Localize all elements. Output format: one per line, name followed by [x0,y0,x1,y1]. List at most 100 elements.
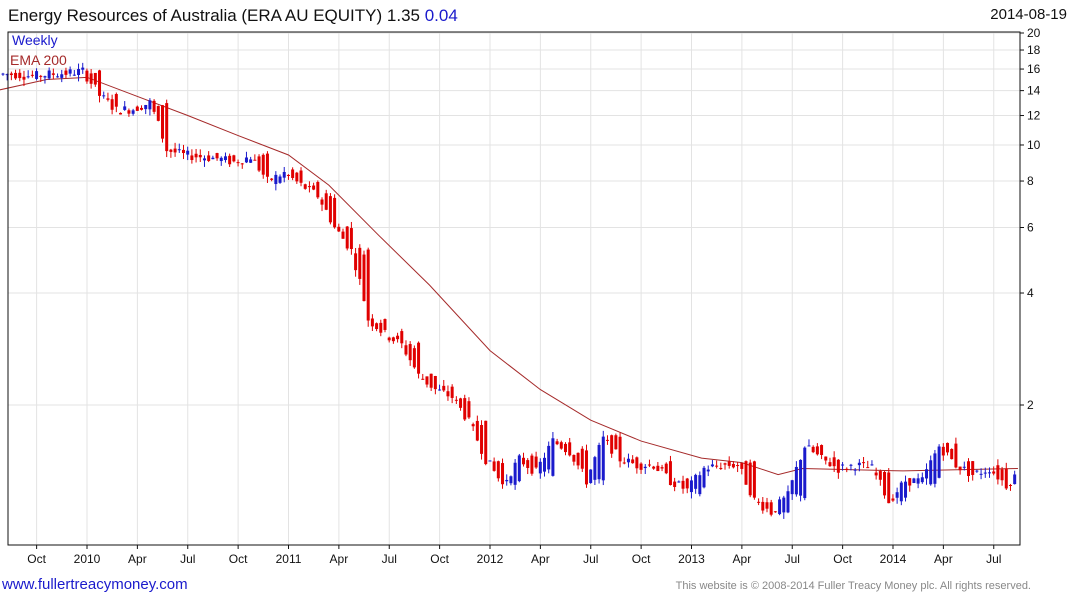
x-tick-label: Apr [733,552,752,566]
x-tick-label: Jul [180,552,195,566]
candle-body [639,463,643,470]
candle-body [93,72,97,85]
candle-body [761,501,765,511]
candle-body [626,458,630,463]
y-tick-label: 8 [1027,174,1034,188]
candle-body [677,481,681,483]
candle-body [404,345,408,355]
candle-body [114,94,118,107]
website-link[interactable]: www.fullertreacymoney.com [2,576,188,593]
candle-body [22,76,26,80]
candle-body [475,420,479,441]
candle-body [60,74,64,78]
candle-body [530,455,534,474]
candle-body [1000,469,1004,481]
candle-body [790,480,794,495]
candle-body [244,157,248,163]
candle-body [748,462,752,496]
candle-body [265,153,269,177]
candle-body [685,478,689,489]
x-tick-label: Jul [785,552,800,566]
candle-body [337,226,341,232]
candle-body [18,72,22,79]
candle-body [664,463,668,474]
candle-body [773,511,777,513]
candle-body [85,70,89,82]
candle-body [391,337,395,342]
candle-body [723,463,727,465]
candle-body [5,74,9,76]
candle-body [660,467,664,469]
ema-200-line [0,76,1018,476]
candle-body [727,461,731,466]
x-tick-label: Apr [934,552,953,566]
candle-body [698,475,702,495]
y-tick-label: 14 [1027,84,1041,98]
x-tick-label: Jul [986,552,1001,566]
candle-body [576,452,580,466]
candle-body [841,464,845,466]
x-tick-label: 2014 [880,552,907,566]
candle-body [39,75,43,77]
candle-body [379,322,383,333]
candle-body [610,435,614,454]
candle-body [215,153,219,159]
candle-body [706,469,710,472]
candle-body [261,154,265,175]
candle-body [983,472,987,474]
candle-body [975,470,979,472]
candle-body [908,478,912,486]
candle-body [895,492,899,498]
candle-body [962,466,966,468]
candle-body [853,469,857,471]
candle-body [501,463,505,485]
candle-body [274,174,278,185]
candle-body [228,155,232,165]
candle-body [219,157,223,162]
x-tick-label: Oct [27,552,46,566]
candle-body [186,150,190,155]
candle-body [425,376,429,385]
candle-body [551,438,555,476]
x-tick-label: Apr [330,552,349,566]
candle-body [937,446,941,478]
candle-body [43,76,47,78]
candle-body [488,460,492,462]
candle-body [433,376,437,390]
candle-body [459,398,463,408]
candle-body [597,444,601,480]
candle-body [765,502,769,509]
candle-body [375,323,379,330]
candle-body [941,446,945,456]
candle-body [177,149,181,151]
candle-body [110,99,114,110]
last-price: 1.35 [386,6,420,25]
y-tick-label: 12 [1027,109,1041,123]
y-tick-label: 18 [1027,43,1041,57]
candle-body [534,456,538,468]
candle-body [438,389,442,391]
candle-body [912,478,916,483]
candle-body [119,112,123,115]
candle-body [538,461,542,474]
candle-body [492,461,496,471]
candle-body [782,497,786,513]
candle-body [253,159,257,161]
candle-body [412,348,416,368]
candle-body [81,67,85,70]
candle-body [643,466,647,469]
candle-body [740,463,744,469]
candle-body [744,461,748,485]
candle-body [580,448,584,469]
candle-body [614,435,618,450]
title-text: Energy Resources of Australia (ERA AU EQ… [8,6,383,25]
y-tick-label: 10 [1027,138,1041,152]
candle-body [811,446,815,453]
candle-body [202,158,206,161]
candle-body [299,170,303,183]
candle-body [471,424,475,427]
candle-body [207,155,211,161]
candle-body [799,459,803,496]
candle-body [286,174,290,176]
candle-body [131,110,135,114]
